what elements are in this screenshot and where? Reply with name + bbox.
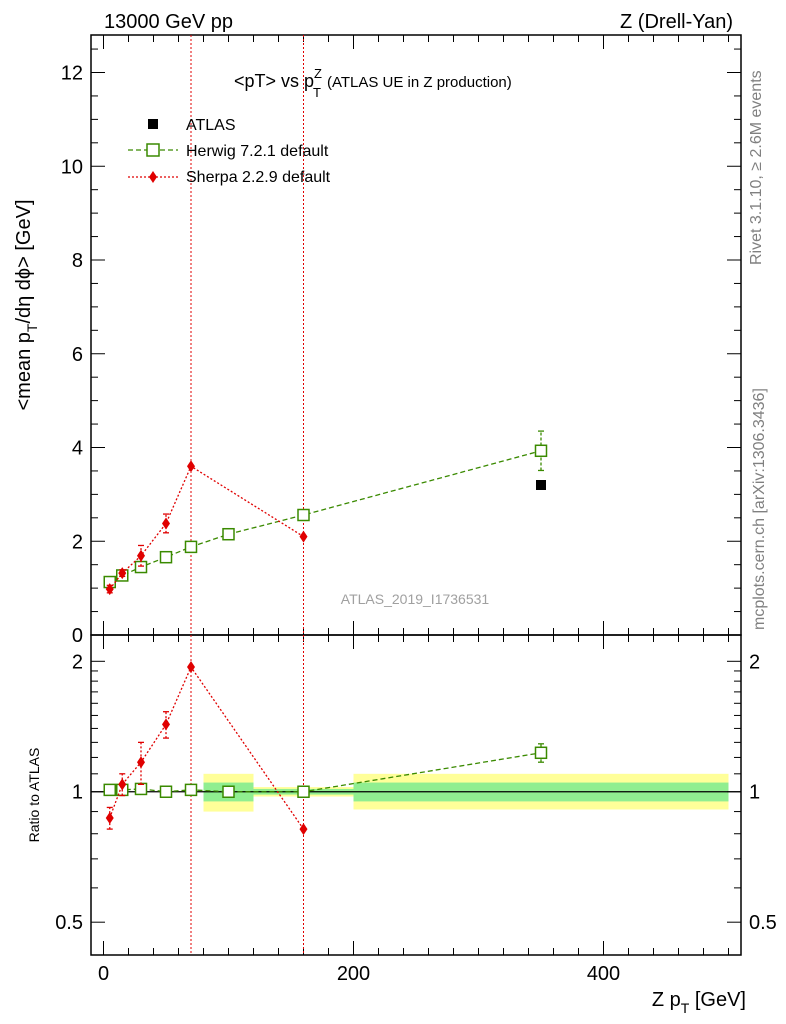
legend-sherpa-marker <box>149 171 157 183</box>
xlabel: Z pT [GeV] <box>652 989 746 1016</box>
plot-title-sup: Z <box>314 66 322 81</box>
plot-title-sub: T <box>313 85 321 100</box>
reference-lines <box>190 35 304 955</box>
rivet-label: Rivet 3.1.10, ≥ 2.6M events <box>748 70 765 265</box>
ylabel-main: <mean pT/dη dϕ> [GeV] <box>13 199 40 410</box>
legend-herwig-marker <box>146 143 160 157</box>
atlas-point <box>536 480 546 490</box>
ratio-ytick-label-right: 0.5 <box>749 912 777 934</box>
sherpa-point <box>162 517 170 530</box>
process-label: Z (Drell-Yan) <box>620 11 733 33</box>
main-ytick-label: 2 <box>72 531 83 553</box>
main-ytick-label: 12 <box>61 63 83 85</box>
energy-label: 13000 GeV pp <box>104 11 233 33</box>
sherpa-ratio-point <box>299 823 308 836</box>
herwig-ratio-line <box>109 752 542 793</box>
herwig-ratio-point <box>159 785 173 798</box>
sherpa-ratio-point <box>118 778 127 791</box>
sherpa-point <box>137 549 145 562</box>
main-ytick-label: 0 <box>72 625 83 647</box>
herwig-point <box>159 550 173 564</box>
sherpa-point <box>299 530 308 543</box>
xtick-label: 400 <box>587 963 620 985</box>
plot-title-main: <pT> vs p <box>234 71 314 91</box>
main-ytick-label: 8 <box>72 250 83 272</box>
ylabel-ratio: Ratio to ATLAS <box>26 748 42 843</box>
plot-title: <pT> vs pZ T (ATLAS UE in Z production) <box>234 66 512 100</box>
sherpa-ratio-point <box>162 718 170 731</box>
ratio-ytick-label-left: 1 <box>72 782 83 804</box>
herwig-ratio-point <box>222 785 235 798</box>
xtick-label: 200 <box>337 963 370 985</box>
ratio-ytick-label-right: 1 <box>749 782 760 804</box>
source-label: mcplots.cern.ch [arXiv:1306.3436] <box>751 388 768 630</box>
main-ytick-label: 10 <box>61 156 83 178</box>
herwig-point <box>134 560 148 574</box>
data-series <box>103 430 548 836</box>
legend-atlas-marker <box>148 119 158 129</box>
legend: ATLAS Herwig 7.2.1 default Sherpa 2.2.9 … <box>128 117 331 186</box>
ratio-panel-frame <box>90 634 742 956</box>
herwig-ratio-point <box>134 782 148 796</box>
herwig-point <box>222 527 235 541</box>
main-ytick-label: 4 <box>72 438 83 460</box>
herwig-ratio-point <box>103 783 116 797</box>
ratio-ytick-label-right: 2 <box>749 651 760 673</box>
analysis-id: ATLAS_2019_I1736531 <box>341 591 490 607</box>
legend-sherpa-label: Sherpa 2.2.9 default <box>186 169 331 186</box>
sherpa-point <box>118 567 127 580</box>
herwig-line <box>109 450 542 583</box>
sherpa-point <box>187 460 195 473</box>
herwig-point <box>297 508 310 522</box>
sherpa-point <box>105 583 114 596</box>
axis-ticks <box>91 35 741 955</box>
herwig-ratio-point <box>184 783 198 797</box>
xtick-label: 0 <box>98 963 109 985</box>
herwig-point <box>184 540 198 554</box>
plot-title-suffix: (ATLAS UE in Z production) <box>327 74 512 91</box>
sherpa-ratio-point <box>137 756 145 769</box>
ratio-ytick-label-left: 0.5 <box>55 912 83 934</box>
herwig-point <box>534 444 548 458</box>
ratio-ytick-label-left: 2 <box>72 651 83 673</box>
herwig-ratio-point <box>534 746 548 760</box>
main-ytick-label: 6 <box>72 344 83 366</box>
sherpa-ratio-line <box>109 665 305 830</box>
legend-atlas-label: ATLAS <box>186 117 236 134</box>
herwig-ratio-point <box>297 785 310 798</box>
legend-herwig-label: Herwig 7.2.1 default <box>186 143 329 160</box>
ratio-bands <box>91 773 741 812</box>
sherpa-ratio-point <box>105 811 114 824</box>
sherpa-ratio-point <box>187 661 195 674</box>
